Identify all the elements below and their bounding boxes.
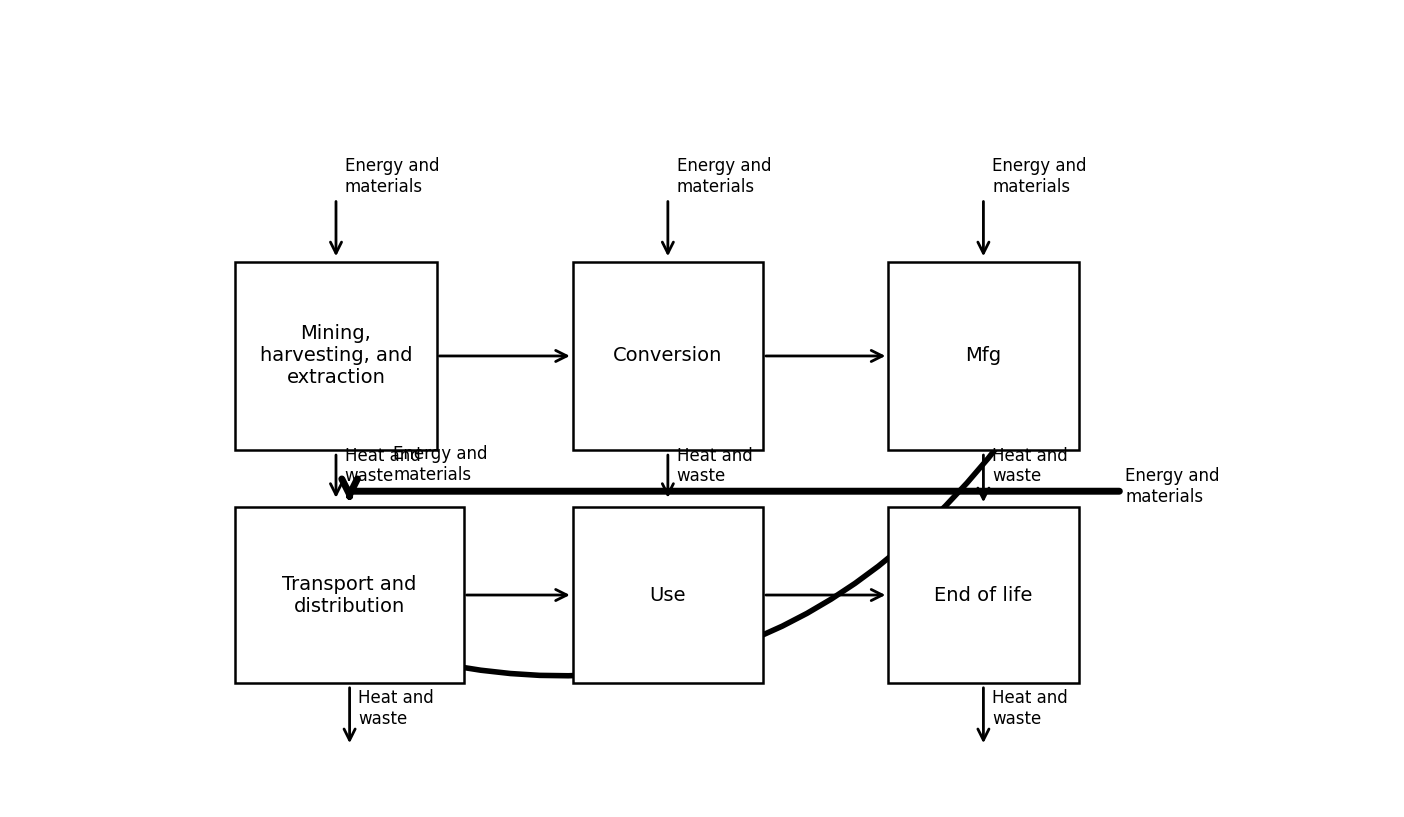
Text: Energy and
materials: Energy and materials — [1126, 467, 1220, 506]
Text: Heat and
waste: Heat and waste — [993, 689, 1068, 728]
FancyBboxPatch shape — [889, 507, 1078, 683]
Text: Heat and
waste: Heat and waste — [358, 689, 434, 728]
Text: Energy and
materials: Energy and materials — [993, 157, 1087, 195]
Text: End of life: End of life — [934, 586, 1032, 605]
Text: Energy and
materials: Energy and materials — [677, 157, 771, 195]
Text: Heat and
waste: Heat and waste — [345, 447, 420, 485]
Text: Energy and
materials: Energy and materials — [345, 157, 439, 195]
FancyBboxPatch shape — [889, 261, 1078, 450]
FancyArrowPatch shape — [243, 330, 1077, 676]
FancyBboxPatch shape — [573, 261, 764, 450]
Text: Heat and
waste: Heat and waste — [677, 447, 753, 485]
FancyBboxPatch shape — [236, 261, 437, 450]
FancyBboxPatch shape — [573, 507, 764, 683]
Text: Mfg: Mfg — [966, 346, 1001, 365]
Text: Conversion: Conversion — [614, 346, 723, 365]
Text: Mining,
harvesting, and
extraction: Mining, harvesting, and extraction — [260, 324, 413, 387]
Text: Use: Use — [650, 586, 687, 605]
Text: Energy and
materials: Energy and materials — [393, 445, 487, 484]
FancyBboxPatch shape — [236, 507, 463, 683]
Text: Transport and
distribution: Transport and distribution — [282, 574, 417, 615]
Text: Heat and
waste: Heat and waste — [993, 447, 1068, 485]
